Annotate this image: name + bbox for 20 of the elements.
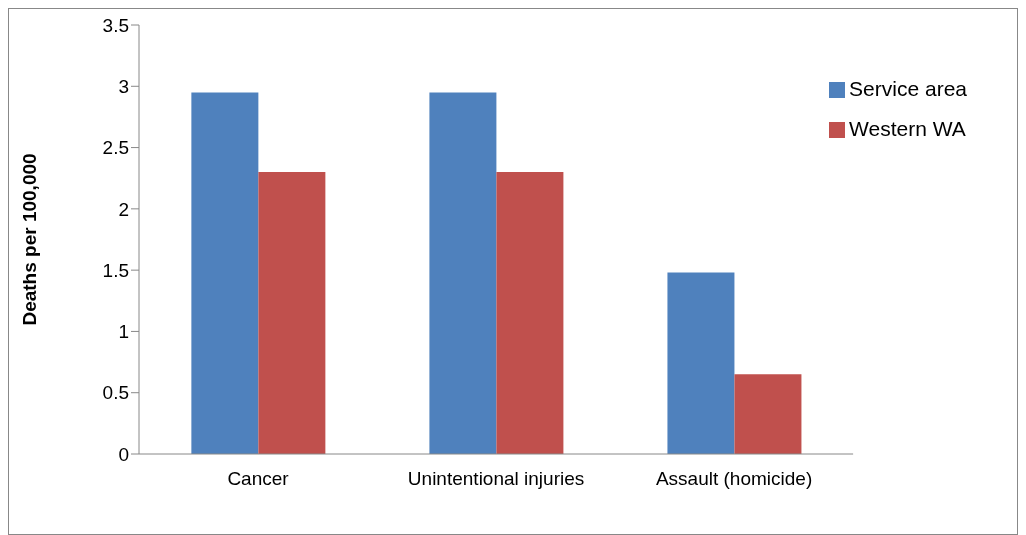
bar — [496, 172, 564, 454]
y-tick-label: 3 — [118, 76, 129, 98]
bar — [191, 92, 259, 454]
legend-label: Service area — [849, 77, 967, 100]
y-tick-label: 1 — [118, 321, 129, 343]
y-axis-title: Deaths per 100,000 — [18, 153, 40, 326]
bar — [258, 172, 326, 454]
bar — [667, 272, 735, 454]
bar — [734, 374, 802, 454]
x-tick-label: Cancer — [227, 468, 290, 490]
y-tick-label: 0.5 — [102, 382, 129, 404]
y-tick-label: 2 — [118, 198, 129, 220]
x-tick-label: Unintentional injuries — [407, 468, 585, 490]
y-tick-label: 0 — [118, 443, 129, 465]
legend-label: Western WA — [849, 117, 966, 140]
y-tick-label: 2.5 — [102, 137, 129, 159]
y-tick-label: 3.5 — [102, 14, 129, 36]
y-tick-label: 1.5 — [102, 259, 129, 281]
bar — [429, 92, 497, 454]
x-tick-label: Assault (homicide) — [655, 468, 813, 490]
